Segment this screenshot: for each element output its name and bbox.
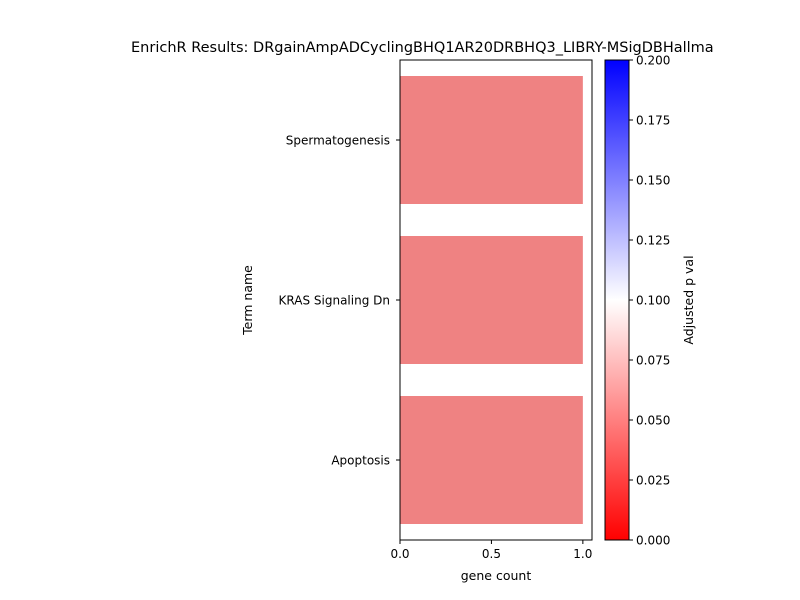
x-tick-label: 0.5 — [482, 547, 501, 561]
colorbar-tick-label: 0.000 — [636, 534, 670, 548]
x-axis-label: gene count — [461, 568, 532, 583]
colorbar — [604, 59, 630, 541]
colorbar-tick-label: 0.125 — [636, 234, 670, 248]
y-axis-ticks: Spermatogenesis KRAS Signaling Dn Apoptosi… — [279, 134, 400, 468]
y-axis-label: Term name — [240, 265, 255, 336]
bar — [400, 396, 583, 524]
colorbar-label: Adjusted p val — [681, 255, 696, 344]
colorbar-tick-label: 0.050 — [636, 414, 670, 428]
y-tick-label: Spermatogenesis — [286, 134, 390, 148]
colorbar-ticks: 0.000 0.025 0.050 0.075 0.100 0.125 0.150 0.175… — [629, 54, 670, 548]
y-tick-label: Apoptosis — [331, 454, 390, 468]
bars — [400, 76, 583, 524]
x-axis-ticks: 0.0 0.5 1.0 — [390, 540, 592, 561]
colorbar-tick-label: 0.200 — [636, 54, 670, 68]
x-tick-label: 0.0 — [390, 547, 409, 561]
colorbar-tick-label: 0.150 — [636, 174, 670, 188]
bar — [400, 236, 583, 364]
y-tick-label: KRAS Signaling Dn — [279, 294, 390, 308]
x-tick-label: 1.0 — [573, 547, 592, 561]
bar — [400, 76, 583, 204]
chart-title: EnrichR Results: DRgainAmpADCyclingBHQ1A… — [131, 40, 714, 56]
colorbar-tick-label: 0.025 — [636, 474, 670, 488]
colorbar-tick-label: 0.100 — [636, 294, 670, 308]
colorbar-tick-label: 0.075 — [636, 354, 670, 368]
colorbar-tick-label: 0.175 — [636, 114, 670, 128]
